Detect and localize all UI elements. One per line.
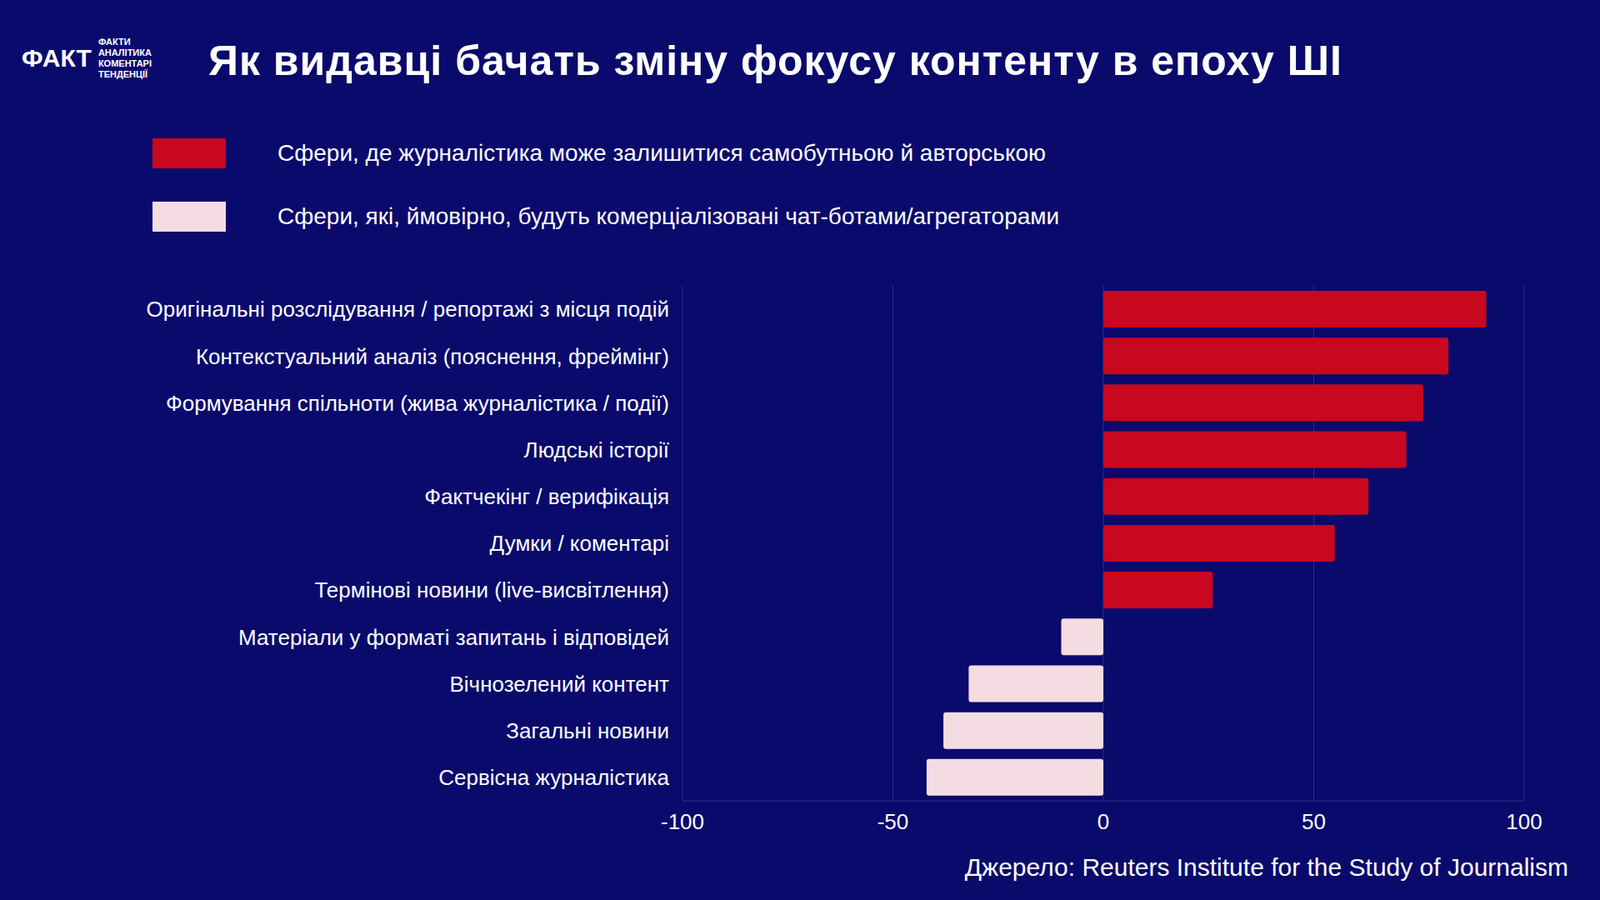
html-text:КОМЕНТАРІ: КОМЕНТАРІ xyxy=(98,58,152,69)
svg-text:Фактчекінг / верифікація: Фактчекінг / верифікація xyxy=(424,484,670,510)
html-text:ФАКТИ: ФАКТИ xyxy=(98,36,131,47)
svg-text:Людські історії: Людські історії xyxy=(524,437,670,463)
svg-text:Термінові новини (live-висвітл: Термінові новини (live-висвітлення) xyxy=(314,577,670,603)
html-text:Сфери, які, ймовірно, будуть к: Сфери, які, ймовірно, будуть комерціаліз… xyxy=(277,203,1060,230)
svg-text:Загальні новини: Загальні новини xyxy=(505,718,670,744)
svg-text:Сервісна журналістика: Сервісна журналістика xyxy=(438,765,670,790)
html-text:ФАКТ: ФАКТ xyxy=(21,44,92,72)
svg-text:Контекстуальний аналіз (поясне: Контекстуальний аналіз (пояснення, фрейм… xyxy=(195,344,670,370)
svg-text:50: 50 xyxy=(1301,809,1326,835)
svg-text:Матеріали у форматі запитань і: Матеріали у форматі запитань і відповіде… xyxy=(238,625,670,650)
svg-text:100: 100 xyxy=(1505,809,1542,835)
svg-text:-50: -50 xyxy=(877,809,910,835)
svg-text:0: 0 xyxy=(1097,809,1110,835)
html-text:Як видавці бачать зміну фокусу: Як видавці бачать зміну фокусу контенту … xyxy=(208,37,1343,85)
svg-text:Формування спільноти (жива жур: Формування спільноти (жива журналістика … xyxy=(165,390,670,416)
html-text:Джерело: Reuters Institute for: Джерело: Reuters Institute for the Study… xyxy=(964,853,1569,881)
html-text:ТЕНДЕНЦІЇ: ТЕНДЕНЦІЇ xyxy=(98,69,148,80)
svg-text:Вічнозелений контент: Вічнозелений контент xyxy=(449,671,670,697)
svg-text:Думки / коментарі: Думки / коментарі xyxy=(490,530,670,556)
svg-text:Оригінальні розслідування / ре: Оригінальні розслідування / репортажі з … xyxy=(146,296,670,322)
svg-text:-100: -100 xyxy=(660,809,705,835)
html-text:Сфери, де журналістика може за: Сфери, де журналістика може залишитися с… xyxy=(277,140,1046,166)
html-text:АНАЛІТИКА: АНАЛІТИКА xyxy=(98,47,152,58)
